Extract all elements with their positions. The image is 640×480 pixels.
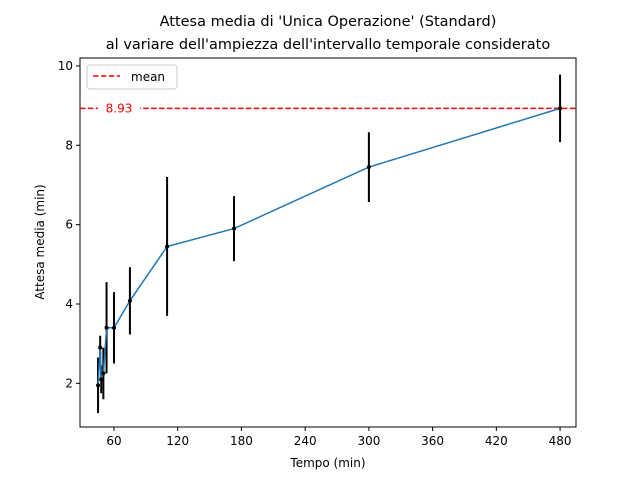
axis-ticks: 60 120 180 240 300 360 420 480 2 4 6 8 10 xyxy=(58,59,572,448)
x-tick-label: 240 xyxy=(294,434,317,448)
plot-area xyxy=(79,57,577,428)
legend: mean xyxy=(86,64,178,90)
mean-value-label: 8.93 xyxy=(106,101,133,115)
errorbar-layer xyxy=(97,74,562,414)
y-tick-label: 4 xyxy=(65,297,73,311)
data-point xyxy=(366,165,371,170)
y-tick-label: 6 xyxy=(65,218,73,232)
data-point xyxy=(99,377,104,382)
x-tick-label: 60 xyxy=(106,434,121,448)
y-tick-label: 10 xyxy=(58,59,73,73)
chart-title-line1: Attesa media di 'Unica Operazione' (Stan… xyxy=(160,14,497,30)
data-point xyxy=(165,244,170,249)
y-axis-label: Attesa media (min) xyxy=(33,184,47,299)
data-point xyxy=(111,325,116,330)
legend-box xyxy=(86,64,178,90)
data-point xyxy=(558,106,563,111)
x-tick-label: 300 xyxy=(357,434,380,448)
data-point xyxy=(101,371,106,376)
data-point xyxy=(98,345,103,350)
x-tick-label: 180 xyxy=(230,434,253,448)
data-point xyxy=(104,325,109,330)
x-tick-label: 480 xyxy=(549,434,572,448)
point-layer xyxy=(96,106,563,388)
plot-frame xyxy=(79,57,577,428)
data-point xyxy=(96,383,101,388)
x-axis-label: Tempo (min) xyxy=(289,456,365,470)
y-tick-label: 8 xyxy=(65,138,73,152)
y-tick-label: 2 xyxy=(65,376,73,390)
x-tick-label: 420 xyxy=(485,434,508,448)
x-tick-label: 360 xyxy=(421,434,444,448)
legend-mean-label: mean xyxy=(131,70,165,84)
data-point xyxy=(232,226,237,231)
data-point xyxy=(127,298,132,303)
chart-title-line2: al variare dell'ampiezza dell'intervallo… xyxy=(106,37,551,53)
x-tick-label: 120 xyxy=(166,434,189,448)
mean-label-background xyxy=(98,100,140,117)
mean-layer: 8.93 xyxy=(80,100,576,117)
